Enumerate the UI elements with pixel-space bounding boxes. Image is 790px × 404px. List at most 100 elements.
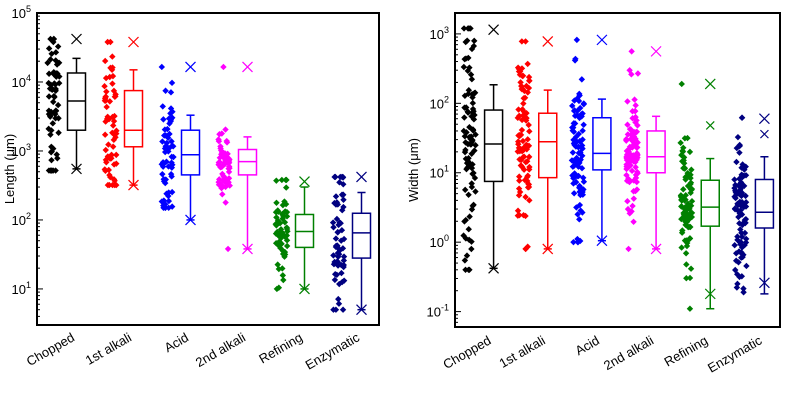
data-point <box>630 177 638 184</box>
data-point <box>579 152 586 159</box>
data-point <box>731 206 739 213</box>
data-point <box>336 280 343 288</box>
data-point <box>626 67 633 74</box>
data-point <box>333 215 341 223</box>
data-point <box>273 199 280 206</box>
data-point <box>52 57 59 64</box>
data-point <box>55 79 63 87</box>
y-tick-label: 102 <box>430 94 449 111</box>
marker-stroke <box>488 24 500 36</box>
category-label: Chopped <box>440 333 493 372</box>
data-point <box>572 178 580 186</box>
data-point <box>520 166 528 173</box>
data-point <box>222 199 229 206</box>
data-point <box>158 161 165 168</box>
data-point <box>466 213 473 220</box>
data-point <box>519 137 527 145</box>
data-point <box>278 176 286 184</box>
data-point <box>571 57 579 64</box>
data-point <box>742 239 750 246</box>
data-point <box>738 244 746 251</box>
data-point <box>272 209 280 216</box>
marker-stroke <box>758 113 770 125</box>
data-point <box>571 97 578 104</box>
data-point <box>339 207 346 214</box>
data-point <box>50 35 58 43</box>
data-point <box>574 111 581 119</box>
data-point <box>44 59 51 67</box>
data-point <box>159 103 166 110</box>
data-point <box>464 67 472 75</box>
data-point <box>283 232 291 239</box>
data-point <box>686 205 693 213</box>
data-point <box>103 103 110 111</box>
data-point <box>687 265 695 272</box>
marker-stroke <box>356 304 367 316</box>
data-point <box>523 141 530 149</box>
data-point <box>55 59 63 66</box>
y-tick-label: 102 <box>12 211 31 228</box>
data-point <box>468 245 475 253</box>
data-point <box>734 280 741 288</box>
data-point <box>520 100 527 107</box>
data-point <box>634 139 641 146</box>
box-iqr <box>592 116 612 171</box>
data-point <box>741 229 749 237</box>
data-point <box>733 250 740 257</box>
data-point <box>524 136 531 143</box>
data-point <box>523 158 531 165</box>
data-point <box>627 162 634 169</box>
max-marker <box>356 171 367 183</box>
data-point <box>109 143 117 150</box>
data-point <box>684 182 692 190</box>
data-point <box>738 198 746 206</box>
data-point <box>742 215 750 223</box>
data-point <box>465 226 472 233</box>
data-point <box>734 236 741 244</box>
data-point <box>272 220 279 228</box>
data-point <box>50 98 57 106</box>
category-label: 2nd alkali <box>193 330 248 371</box>
data-point <box>101 57 109 65</box>
data-point <box>50 69 57 76</box>
max-marker <box>758 113 770 125</box>
data-point <box>688 209 696 217</box>
category-label: 1st alkali <box>83 330 134 368</box>
data-point <box>568 157 576 164</box>
data-point <box>524 184 532 191</box>
data-point <box>53 151 60 158</box>
data-point <box>737 179 745 186</box>
data-point <box>575 163 582 170</box>
y-tick-label: 101 <box>430 164 449 181</box>
data-point <box>110 87 118 95</box>
data-point <box>632 113 639 121</box>
data-point <box>48 156 55 164</box>
category-label: Refining <box>661 333 710 370</box>
data-point <box>526 77 533 84</box>
marker-stroke <box>542 243 554 255</box>
data-point <box>215 161 222 168</box>
box-iqr <box>351 212 372 259</box>
data-point <box>53 70 60 77</box>
data-point <box>463 252 471 259</box>
data-point <box>283 242 291 250</box>
data-point <box>518 38 526 45</box>
data-point <box>574 238 581 246</box>
data-point <box>522 212 529 220</box>
data-point <box>580 100 587 107</box>
data-point <box>683 237 690 244</box>
data-point <box>681 165 689 172</box>
data-point <box>109 129 116 136</box>
data-point <box>170 153 177 161</box>
data-point <box>104 38 111 46</box>
data-point <box>516 177 523 184</box>
data-point <box>514 212 522 219</box>
data-point <box>276 238 283 245</box>
data-point <box>108 155 115 162</box>
data-point <box>632 174 640 182</box>
series-1st-alkali <box>514 35 558 255</box>
data-point <box>470 42 478 50</box>
data-point <box>55 115 62 122</box>
data-point <box>688 198 696 205</box>
data-point <box>469 99 477 107</box>
